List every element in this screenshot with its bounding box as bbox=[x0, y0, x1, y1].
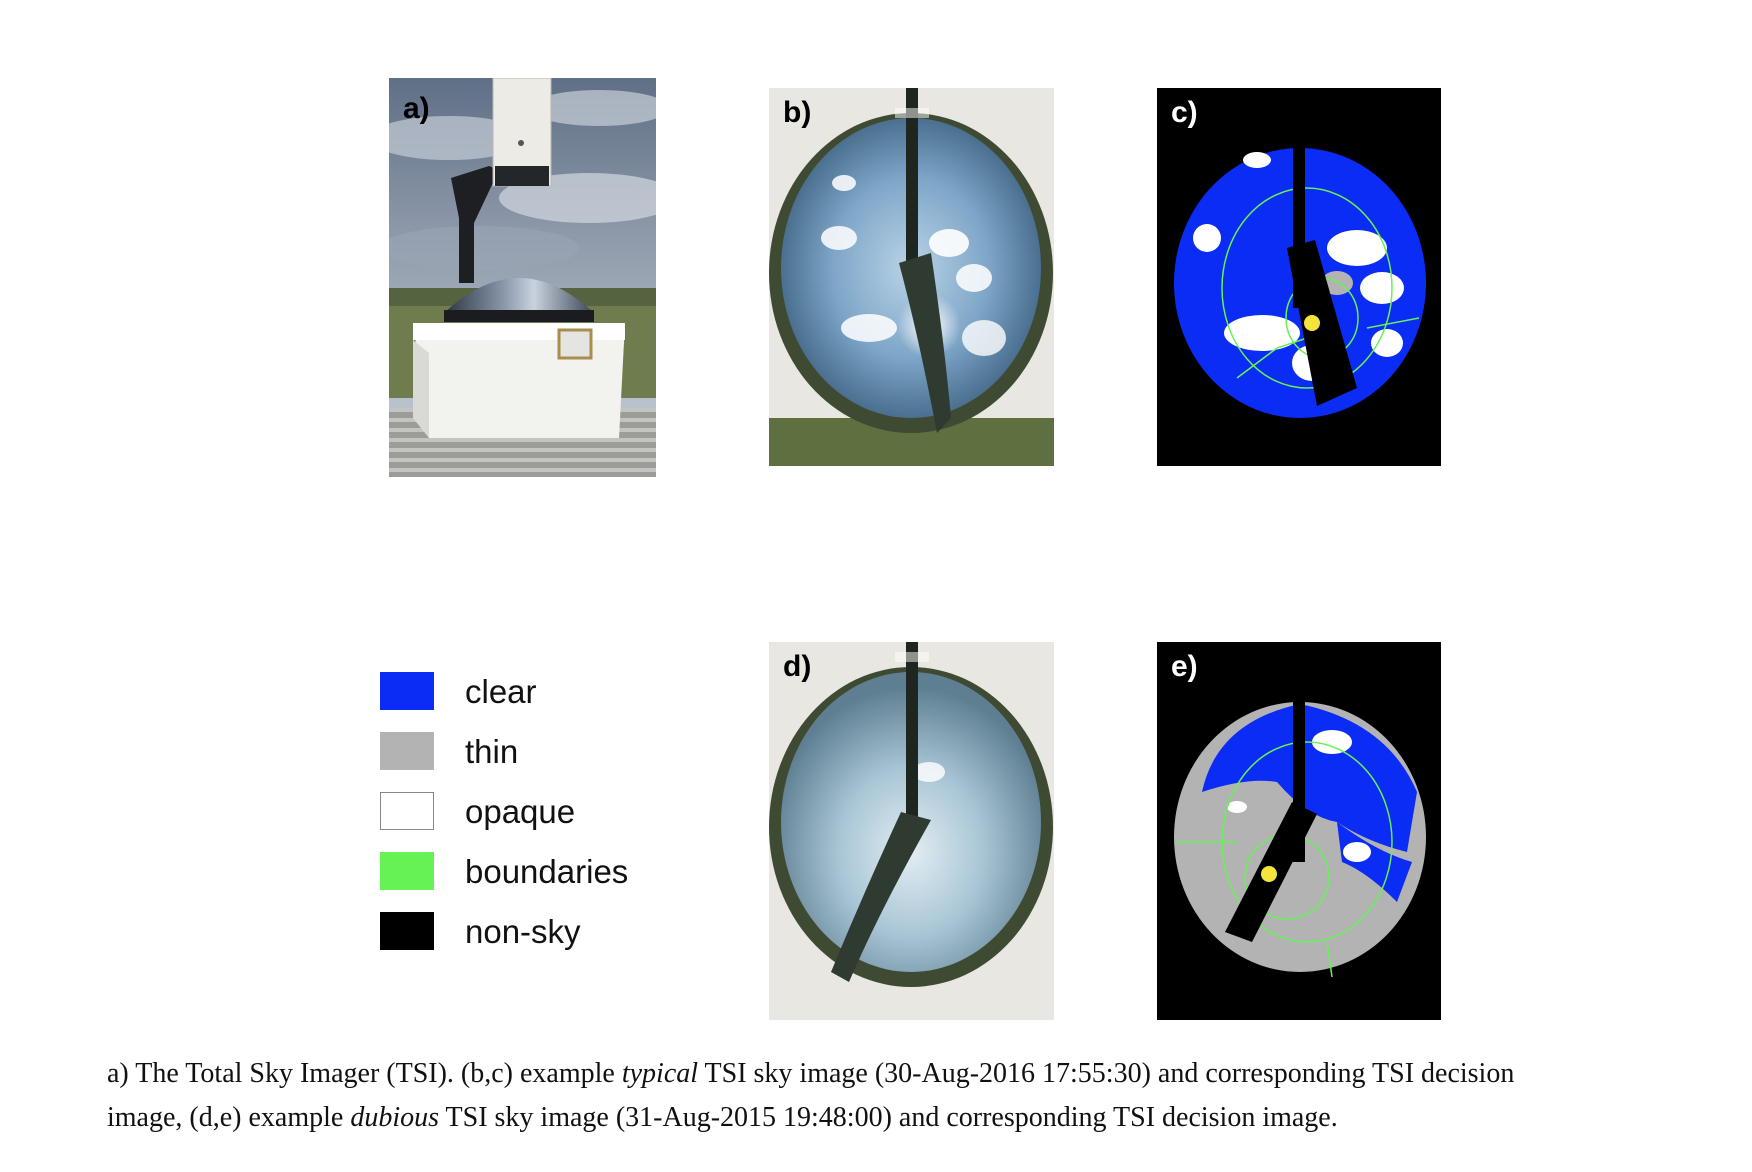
caption-line-1: a) The Total Sky Imager (TSI). (b,c) exa… bbox=[107, 1052, 1667, 1096]
legend-item-boundaries: boundaries bbox=[380, 852, 680, 892]
panel-label-d: d) bbox=[783, 650, 812, 683]
panel-c-typical-decision-image: c) bbox=[1157, 88, 1441, 466]
dubious-sky-image bbox=[769, 642, 1054, 1020]
caption-emphasis-dubious: dubious bbox=[350, 1102, 440, 1133]
legend-label-boundaries: boundaries bbox=[465, 853, 629, 890]
typical-decision-image bbox=[1157, 88, 1441, 466]
dubious-decision-image bbox=[1157, 642, 1441, 1020]
legend-item-thin: thin bbox=[380, 732, 680, 772]
legend-swatch-thin bbox=[380, 732, 434, 770]
caption-emphasis-typical: typical bbox=[621, 1058, 699, 1089]
legend-item-non-sky: non-sky bbox=[380, 912, 680, 952]
legend-swatch-opaque bbox=[380, 792, 434, 830]
caption-line-2-start: image, (d,e) example bbox=[107, 1102, 351, 1133]
legend-label-thin: thin bbox=[465, 733, 519, 770]
legend-swatch-non-sky bbox=[380, 912, 434, 950]
panel-b-typical-sky-image: b) bbox=[769, 88, 1054, 466]
tsi-photo-image bbox=[389, 78, 656, 477]
panel-label-b: b) bbox=[783, 96, 812, 129]
figure-caption: a) The Total Sky Imager (TSI). (b,c) exa… bbox=[107, 1052, 1667, 1140]
legend-swatch-boundaries bbox=[380, 852, 434, 890]
legend-item-opaque: opaque bbox=[380, 792, 680, 832]
caption-line-1-end: TSI sky image (30-Aug-2016 17:55:30) and… bbox=[698, 1058, 1515, 1089]
caption-line-2: image, (d,e) example dubious TSI sky ima… bbox=[107, 1096, 1667, 1140]
caption-line-2-end: TSI sky image (31-Aug-2015 19:48:00) and… bbox=[439, 1102, 1338, 1133]
panel-a-tsi-photo: a) bbox=[389, 78, 656, 477]
panel-e-dubious-decision-image: e) bbox=[1157, 642, 1441, 1020]
caption-line-1-start: a) The Total Sky Imager (TSI). (b,c) exa… bbox=[107, 1058, 622, 1089]
legend-item-clear: clear bbox=[380, 672, 680, 712]
legend-label-opaque: opaque bbox=[465, 793, 576, 830]
panel-d-dubious-sky-image: d) bbox=[769, 642, 1054, 1020]
legend-label-non-sky: non-sky bbox=[465, 913, 581, 950]
legend-label-clear: clear bbox=[465, 673, 537, 710]
typical-sky-image bbox=[769, 88, 1054, 466]
panel-label-e: e) bbox=[1171, 650, 1198, 683]
panel-label-c: c) bbox=[1171, 96, 1198, 129]
panel-label-a: a) bbox=[403, 92, 430, 125]
legend-swatch-clear bbox=[380, 672, 434, 710]
